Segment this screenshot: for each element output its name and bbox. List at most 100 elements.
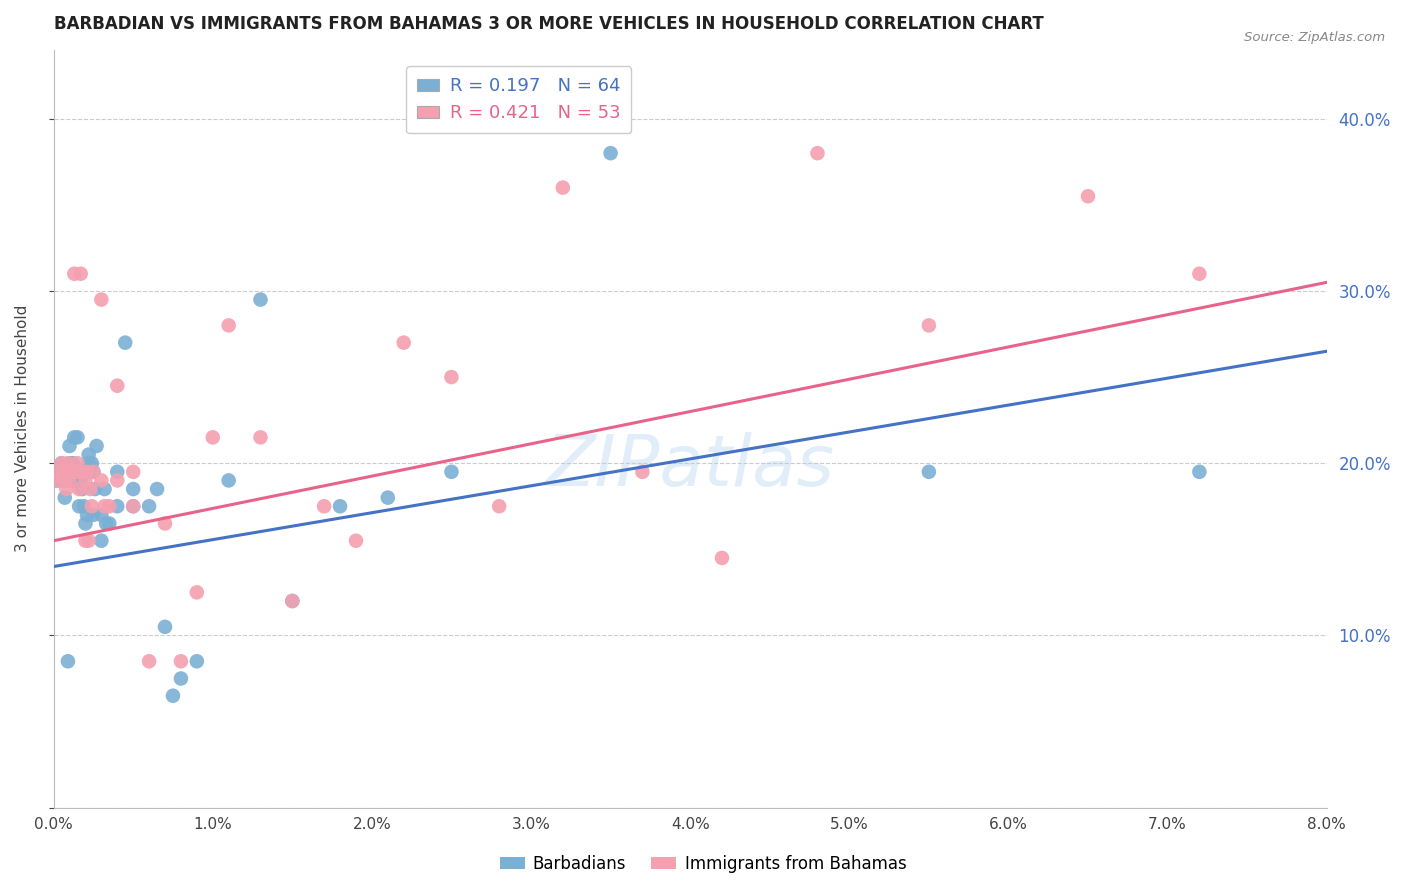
Point bbox=[98, 500, 121, 514]
Point bbox=[90, 474, 112, 488]
Point bbox=[218, 474, 240, 488]
Point bbox=[56, 654, 79, 668]
Text: Source: ZipAtlas.com: Source: ZipAtlas.com bbox=[1244, 31, 1385, 45]
Point bbox=[162, 689, 184, 703]
Point bbox=[281, 594, 304, 608]
Point bbox=[60, 465, 83, 479]
Point bbox=[58, 465, 80, 479]
Point bbox=[79, 465, 101, 479]
Point bbox=[49, 474, 72, 488]
Point bbox=[76, 508, 98, 522]
Point bbox=[551, 180, 574, 194]
Point bbox=[53, 474, 76, 488]
Point bbox=[710, 550, 733, 565]
Point bbox=[90, 293, 112, 307]
Point bbox=[105, 378, 128, 392]
Point bbox=[138, 500, 160, 514]
Point bbox=[82, 465, 104, 479]
Point bbox=[77, 533, 100, 548]
Y-axis label: 3 or more Vehicles in Household: 3 or more Vehicles in Household bbox=[15, 305, 30, 552]
Point bbox=[281, 594, 304, 608]
Point bbox=[67, 465, 90, 479]
Point bbox=[51, 465, 73, 479]
Point bbox=[45, 474, 67, 488]
Point bbox=[77, 448, 100, 462]
Point bbox=[66, 430, 89, 444]
Point bbox=[105, 474, 128, 488]
Point bbox=[75, 465, 97, 479]
Point bbox=[45, 474, 67, 488]
Point bbox=[62, 456, 84, 470]
Point bbox=[65, 465, 87, 479]
Point bbox=[249, 430, 271, 444]
Point bbox=[105, 465, 128, 479]
Point bbox=[65, 474, 87, 488]
Point bbox=[69, 267, 91, 281]
Point bbox=[201, 430, 224, 444]
Point bbox=[98, 516, 121, 531]
Point bbox=[90, 533, 112, 548]
Point bbox=[66, 474, 89, 488]
Point bbox=[48, 465, 70, 479]
Legend: R = 0.197   N = 64, R = 0.421   N = 53: R = 0.197 N = 64, R = 0.421 N = 53 bbox=[406, 66, 631, 133]
Point bbox=[93, 482, 115, 496]
Point bbox=[314, 500, 336, 514]
Point bbox=[63, 267, 86, 281]
Point bbox=[65, 465, 87, 479]
Point bbox=[63, 430, 86, 444]
Point bbox=[53, 474, 76, 488]
Point bbox=[488, 500, 510, 514]
Point bbox=[105, 500, 128, 514]
Point bbox=[67, 482, 90, 496]
Point bbox=[218, 318, 240, 333]
Point bbox=[377, 491, 399, 505]
Point bbox=[58, 474, 80, 488]
Point bbox=[80, 500, 103, 514]
Point bbox=[631, 465, 654, 479]
Point bbox=[76, 465, 98, 479]
Point bbox=[75, 516, 97, 531]
Point bbox=[1077, 189, 1099, 203]
Point bbox=[77, 456, 100, 470]
Point bbox=[90, 508, 112, 522]
Point bbox=[1188, 465, 1211, 479]
Point bbox=[51, 456, 73, 470]
Point bbox=[186, 654, 208, 668]
Point bbox=[918, 465, 941, 479]
Point bbox=[86, 439, 108, 453]
Point bbox=[58, 465, 80, 479]
Point bbox=[94, 516, 117, 531]
Point bbox=[63, 474, 86, 488]
Point bbox=[170, 654, 193, 668]
Point bbox=[186, 585, 208, 599]
Point bbox=[51, 456, 73, 470]
Point bbox=[52, 465, 75, 479]
Point bbox=[122, 482, 145, 496]
Point bbox=[67, 465, 90, 479]
Point bbox=[56, 456, 79, 470]
Point bbox=[58, 456, 80, 470]
Point bbox=[146, 482, 169, 496]
Point bbox=[440, 465, 463, 479]
Point bbox=[82, 465, 104, 479]
Point bbox=[84, 482, 107, 496]
Point bbox=[58, 439, 80, 453]
Point bbox=[79, 482, 101, 496]
Point bbox=[55, 482, 77, 496]
Point bbox=[72, 465, 94, 479]
Point bbox=[62, 465, 84, 479]
Point bbox=[72, 465, 94, 479]
Point bbox=[806, 146, 828, 161]
Text: BARBADIAN VS IMMIGRANTS FROM BAHAMAS 3 OR MORE VEHICLES IN HOUSEHOLD CORRELATION: BARBADIAN VS IMMIGRANTS FROM BAHAMAS 3 O… bbox=[53, 15, 1043, 33]
Point bbox=[55, 465, 77, 479]
Point bbox=[440, 370, 463, 384]
Point bbox=[48, 465, 70, 479]
Point bbox=[53, 491, 76, 505]
Point bbox=[75, 533, 97, 548]
Point bbox=[75, 474, 97, 488]
Point bbox=[82, 508, 104, 522]
Point bbox=[66, 456, 89, 470]
Point bbox=[122, 500, 145, 514]
Point bbox=[114, 335, 136, 350]
Legend: Barbadians, Immigrants from Bahamas: Barbadians, Immigrants from Bahamas bbox=[494, 848, 912, 880]
